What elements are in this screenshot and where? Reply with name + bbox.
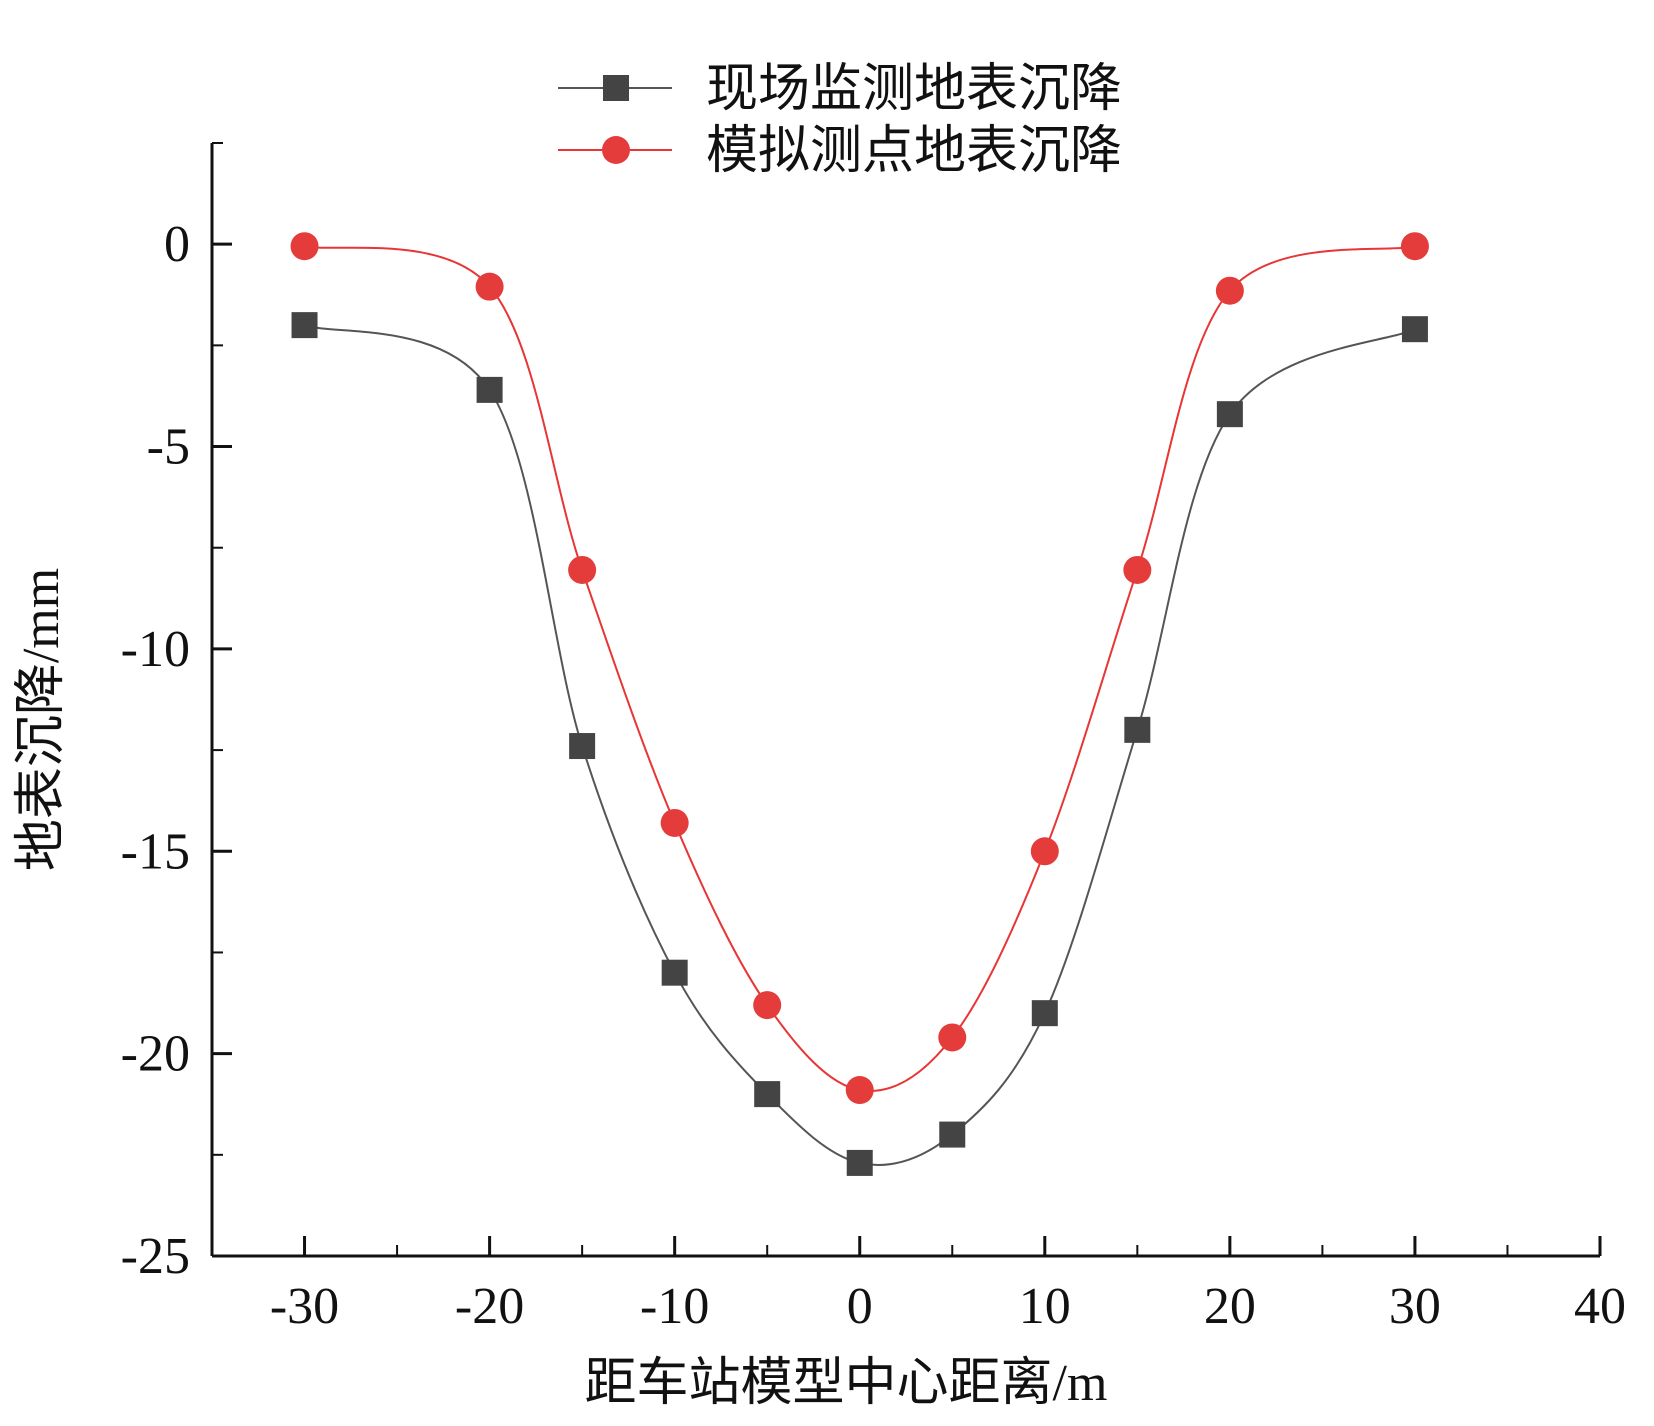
data-point-circle [1123, 555, 1152, 584]
y-tick-label: -5 [147, 419, 190, 476]
data-point-square [1031, 1000, 1058, 1027]
data-point-square [291, 312, 318, 339]
legend-item: 现场监测地表沉降 [558, 61, 1122, 118]
y-tick-label: 0 [164, 216, 190, 273]
axes [210, 143, 1600, 1258]
series [290, 232, 1429, 1176]
data-point-circle [1215, 276, 1244, 305]
legend-marker-square [603, 75, 629, 101]
x-tick-label: 40 [1574, 1278, 1626, 1335]
legend-label: 现场监测地表沉降 [706, 61, 1122, 118]
data-point-square [754, 1081, 781, 1108]
series-1 [291, 312, 1428, 1176]
data-point-circle [475, 272, 504, 301]
x-tick-label: 10 [1019, 1278, 1071, 1335]
series-line [304, 324, 1416, 1166]
data-point-circle [568, 555, 597, 584]
ticks: -30 -20 -10 0 10 20 30 40 0 -5 -10 -15 -20 -25 [121, 142, 1626, 1335]
x-tick-label: 30 [1389, 1278, 1441, 1335]
legend-label: 模拟测点地表沉降 [706, 123, 1122, 180]
data-point-square [1124, 716, 1151, 743]
data-point-circle [753, 991, 782, 1020]
data-point-square [661, 959, 688, 986]
data-point-circle [1030, 837, 1059, 866]
data-point-circle [660, 808, 689, 837]
data-point-circle [845, 1076, 874, 1105]
data-point-square [1216, 401, 1243, 428]
x-tick-label: -20 [455, 1278, 524, 1335]
y-tick-label: -15 [121, 823, 190, 880]
y-tick-label: -25 [121, 1228, 190, 1285]
data-point-square [846, 1149, 873, 1176]
legend-item: 模拟测点地表沉降 [558, 123, 1122, 180]
series-2 [290, 232, 1429, 1105]
data-point-square [476, 376, 503, 403]
data-point-square [939, 1121, 966, 1148]
x-tick-label: -30 [270, 1278, 339, 1335]
x-tick-label: -10 [640, 1278, 709, 1335]
x-tick-label: 0 [847, 1278, 873, 1335]
y-axis-title: 地表沉降/mm [13, 568, 70, 871]
data-point-square [569, 733, 596, 760]
y-tick-label: -10 [121, 621, 190, 678]
data-point-circle [1400, 232, 1429, 261]
x-axis-title: 距车站模型中心距离/m [585, 1355, 1108, 1412]
legend-marker-circle [602, 136, 630, 164]
data-point-square [1401, 316, 1428, 343]
data-point-circle [290, 232, 319, 261]
y-tick-label: -20 [121, 1026, 190, 1083]
series-line [304, 245, 1416, 1092]
data-point-circle [938, 1023, 967, 1052]
x-tick-label: 20 [1204, 1278, 1256, 1335]
